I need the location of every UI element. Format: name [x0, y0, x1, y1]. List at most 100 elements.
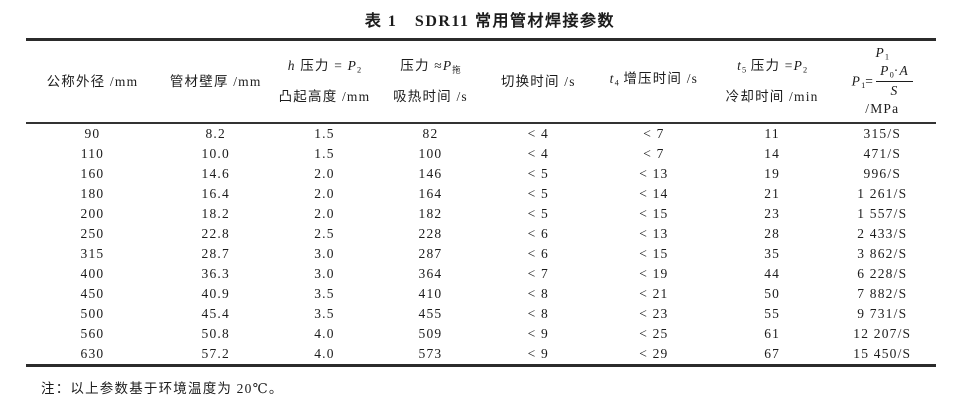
- cell: 18.2: [201, 206, 230, 221]
- column-header-bead-height: h 压力 = P2 凸起高度 /mm: [272, 39, 377, 124]
- column-header-heat-soak-time: 压力 ≈P拖 吸热时间 /s: [376, 39, 485, 124]
- cell: 8.2: [205, 126, 226, 141]
- cell: 36.3: [201, 266, 230, 281]
- cell: 250: [80, 226, 105, 241]
- cell: 50: [764, 286, 781, 301]
- cell: 3.5: [314, 286, 335, 301]
- cell: 16.4: [201, 186, 230, 201]
- table-row: 500 45.4 3.5 455 < 8 < 23 55 9 731/S: [26, 304, 936, 324]
- cell: 19: [764, 166, 781, 181]
- cell: 630: [80, 346, 105, 361]
- cell: < 6: [527, 246, 549, 261]
- table-title: 表 1 SDR11 常用管材焊接参数: [364, 13, 616, 30]
- cell: 12 207/S: [853, 326, 912, 341]
- cell: 315: [80, 246, 105, 261]
- cell: 164: [418, 186, 443, 201]
- cell: 400: [80, 266, 105, 281]
- cell: < 7: [643, 146, 665, 161]
- cell: 22.8: [201, 226, 230, 241]
- cell: < 15: [639, 246, 669, 261]
- column-header-switch-time: 切换时间 /s: [484, 39, 592, 124]
- cell: < 7: [643, 126, 665, 141]
- column-header-p1-pressure: P1 P1= P0·A S/MPa: [828, 39, 936, 124]
- cell: 996/S: [863, 166, 902, 181]
- cell: 35: [764, 246, 781, 261]
- cell: 410: [418, 286, 443, 301]
- cell: < 29: [639, 346, 669, 361]
- cell: 1.5: [314, 146, 335, 161]
- cell: 500: [80, 306, 105, 321]
- cell: 28.7: [201, 246, 230, 261]
- fraction: P0·A S: [876, 63, 913, 99]
- column-header-cooling-time: t5 压力 =P2 冷却时间 /min: [715, 39, 829, 124]
- cell: < 13: [639, 166, 669, 181]
- cell: < 4: [527, 126, 549, 141]
- cell: 45.4: [201, 306, 230, 321]
- cell: < 6: [527, 226, 549, 241]
- table-row: 200 18.2 2.0 182 < 5 < 15 23 1 557/S: [26, 204, 936, 224]
- cell: < 5: [527, 166, 549, 181]
- cell: 9 731/S: [857, 306, 908, 321]
- cell: 180: [80, 186, 105, 201]
- cell: 455: [418, 306, 443, 321]
- cell: 50.8: [201, 326, 230, 341]
- cell: < 21: [639, 286, 669, 301]
- cell: 1.5: [314, 126, 335, 141]
- table-row: 630 57.2 4.0 573 < 9 < 29 67 15 450/S: [26, 344, 936, 366]
- table-row: 450 40.9 3.5 410 < 8 < 21 50 7 882/S: [26, 284, 936, 304]
- cell: 14: [764, 146, 781, 161]
- cell: < 9: [527, 326, 549, 341]
- cell: 450: [80, 286, 105, 301]
- table-row: 110 10.0 1.5 100 < 4 < 7 14 471/S: [26, 144, 936, 164]
- cell: 6 228/S: [857, 266, 908, 281]
- cell: 4.0: [314, 346, 335, 361]
- cell: < 13: [639, 226, 669, 241]
- cell: 55: [764, 306, 781, 321]
- cell: 573: [418, 346, 443, 361]
- cell: 160: [80, 166, 105, 181]
- table-note: 注：以上参数基于环境温度为 20℃。: [41, 381, 284, 396]
- cell: 61: [764, 326, 781, 341]
- header-row: 公称外径 /mm 管材壁厚 /mm h 压力 = P2 凸起高度 /mm 压力 ≈P拖吸…: [26, 39, 936, 124]
- cell: 4.0: [314, 326, 335, 341]
- table-row: 180 16.4 2.0 164 < 5 < 14 21 1 261/S: [26, 184, 936, 204]
- cell: 100: [418, 146, 443, 161]
- cell: < 14: [639, 186, 669, 201]
- cell: 146: [418, 166, 443, 181]
- cell: 560: [80, 326, 105, 341]
- cell: 7 882/S: [857, 286, 908, 301]
- column-header-nominal-outer-diameter: 公称外径 /mm: [26, 39, 159, 124]
- table-row: 400 36.3 3.0 364 < 7 < 19 44 6 228/S: [26, 264, 936, 284]
- table-row: 250 22.8 2.5 228 < 6 < 13 28 2 433/S: [26, 224, 936, 244]
- welding-parameters-table: 公称外径 /mm 管材壁厚 /mm h 压力 = P2 凸起高度 /mm 压力 ≈P拖吸…: [26, 38, 936, 367]
- cell: 40.9: [201, 286, 230, 301]
- cell: < 5: [527, 206, 549, 221]
- cell: 364: [418, 266, 443, 281]
- table-row: 315 28.7 3.0 287 < 6 < 15 35 3 862/S: [26, 244, 936, 264]
- cell: 23: [764, 206, 781, 221]
- cell: 28: [764, 226, 781, 241]
- cell: < 5: [527, 186, 549, 201]
- cell: 3.0: [314, 266, 335, 281]
- cell: 228: [418, 226, 443, 241]
- cell: 287: [418, 246, 443, 261]
- cell: 21: [764, 186, 781, 201]
- cell: 82: [422, 126, 439, 141]
- cell: 509: [418, 326, 443, 341]
- cell: 14.6: [201, 166, 230, 181]
- cell: 67: [764, 346, 781, 361]
- table-row: 160 14.6 2.0 146 < 5 < 13 19 996/S: [26, 164, 936, 184]
- cell: 57.2: [201, 346, 230, 361]
- cell: 471/S: [863, 146, 902, 161]
- cell: 2.5: [314, 226, 335, 241]
- cell: 182: [418, 206, 443, 221]
- cell: < 19: [639, 266, 669, 281]
- cell: 3.0: [314, 246, 335, 261]
- cell: 1 557/S: [857, 206, 908, 221]
- cell: 2.0: [314, 166, 335, 181]
- cell: 3 862/S: [857, 246, 908, 261]
- cell: 110: [80, 146, 105, 161]
- cell: 44: [764, 266, 781, 281]
- cell: < 8: [527, 286, 549, 301]
